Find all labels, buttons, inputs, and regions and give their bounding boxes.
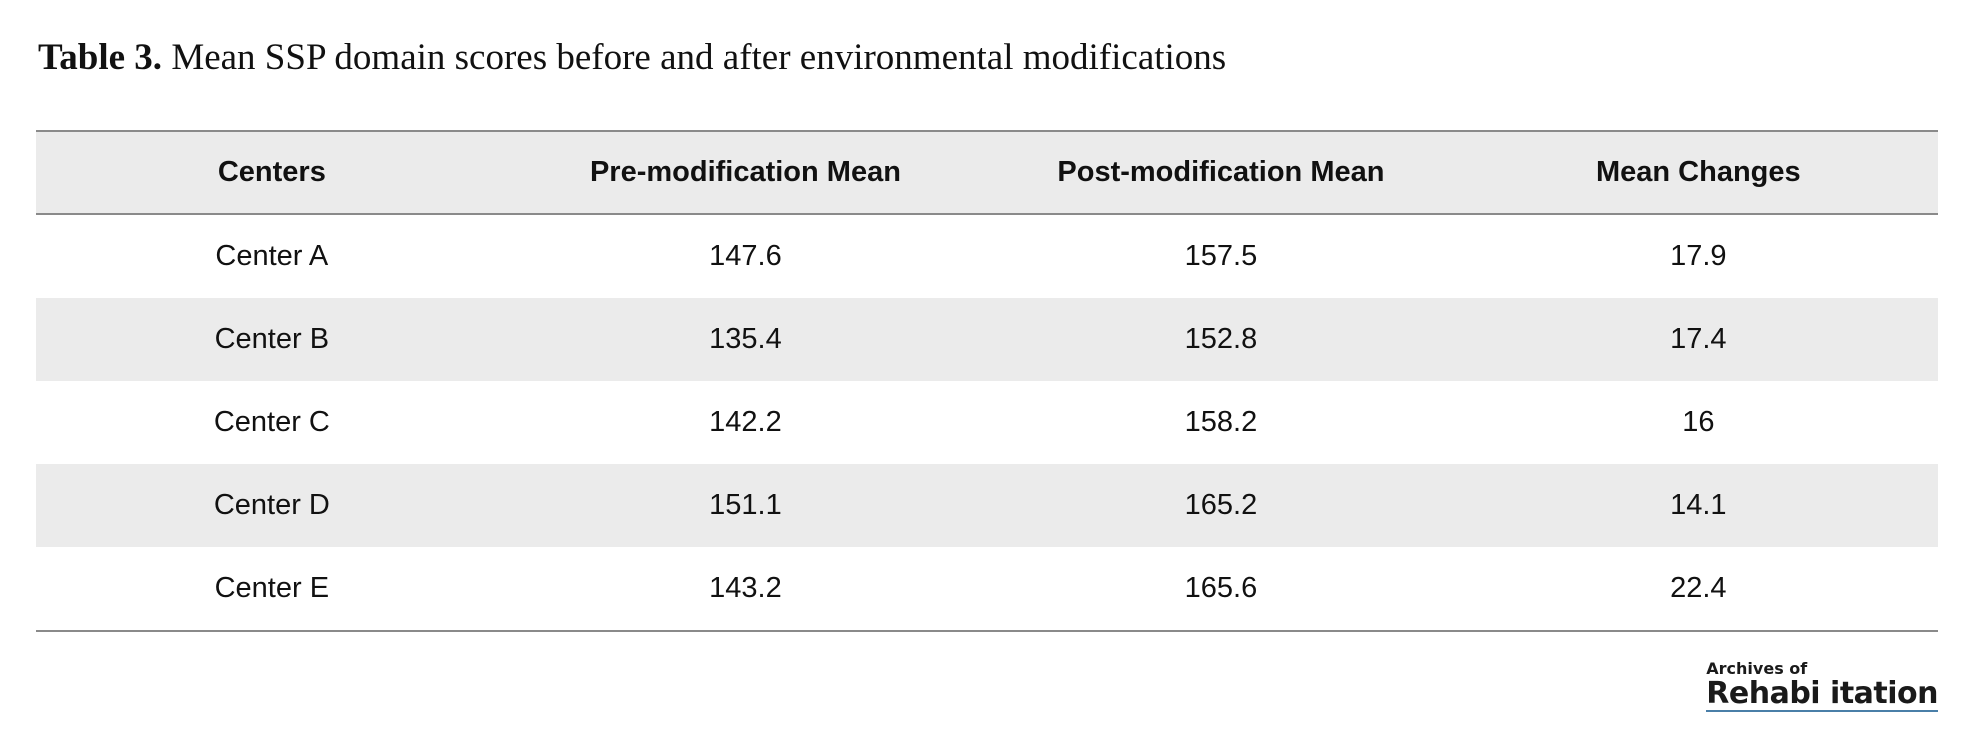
journal-logo-main-line: Rehabi itation (1706, 676, 1938, 712)
cell-mean-change: 22.4 (1458, 547, 1938, 632)
cell-center: Center A (215, 240, 329, 272)
table-row: Center C 142.2 158.2 16 (36, 381, 1938, 464)
table-row: Center D 151.1 165.2 14.1 (36, 464, 1938, 547)
cell-post-mean: 157.5 (1184, 240, 1258, 272)
table-row: Center A 147.6 157.5 17.9 (36, 214, 1938, 298)
scores-table: Centers Pre-modification Mean Post-modif… (36, 130, 1938, 632)
cell-center: Center E (36, 547, 508, 632)
table-caption: Table 3. Mean SSP domain scores before a… (38, 36, 1226, 79)
table-caption-text: Mean SSP domain scores before and after … (162, 37, 1227, 78)
cell-post-mean: 158.2 (1184, 406, 1258, 438)
column-header-pre-modification-mean: Pre-modification Mean (507, 130, 984, 215)
journal-logo: Archives of Rehabi itation (1706, 660, 1938, 712)
cell-post-mean: 165.2 (1184, 489, 1258, 521)
column-header-centers: Centers (36, 130, 508, 215)
cell-center: Center D (213, 489, 330, 521)
cell-mean-change: 16 (1682, 406, 1715, 438)
cell-post-mean: 152.8 (1184, 323, 1258, 355)
cell-pre-mean: 135.4 (709, 323, 782, 355)
cell-center: Center C (213, 406, 330, 438)
cell-pre-mean: 151.1 (709, 489, 782, 521)
table-row: Center B 135.4 152.8 17.4 (36, 298, 1938, 381)
table-container: Centers Pre-modification Mean Post-modif… (36, 130, 1938, 632)
table-caption-label: Table 3. (38, 37, 163, 78)
cell-post-mean: 165.6 (983, 547, 1459, 632)
cell-mean-change: 17.4 (1670, 323, 1727, 355)
cell-pre-mean: 142.2 (709, 406, 782, 438)
cell-mean-change: 14.1 (1670, 489, 1727, 521)
column-header-post-modification-mean: Post-modification Mean (983, 130, 1459, 215)
cell-pre-mean: 147.6 (709, 240, 782, 272)
cell-mean-change: 17.9 (1670, 240, 1727, 272)
cell-center: Center B (214, 323, 330, 355)
table-row: Center E 143.2 165.6 22.4 (36, 547, 1938, 632)
journal-logo-top-line: Archives of (1706, 659, 1808, 678)
cell-pre-mean: 143.2 (507, 547, 984, 632)
table-header-row: Centers Pre-modification Mean Post-modif… (36, 130, 1938, 215)
column-header-mean-changes: Mean Changes (1458, 130, 1938, 215)
